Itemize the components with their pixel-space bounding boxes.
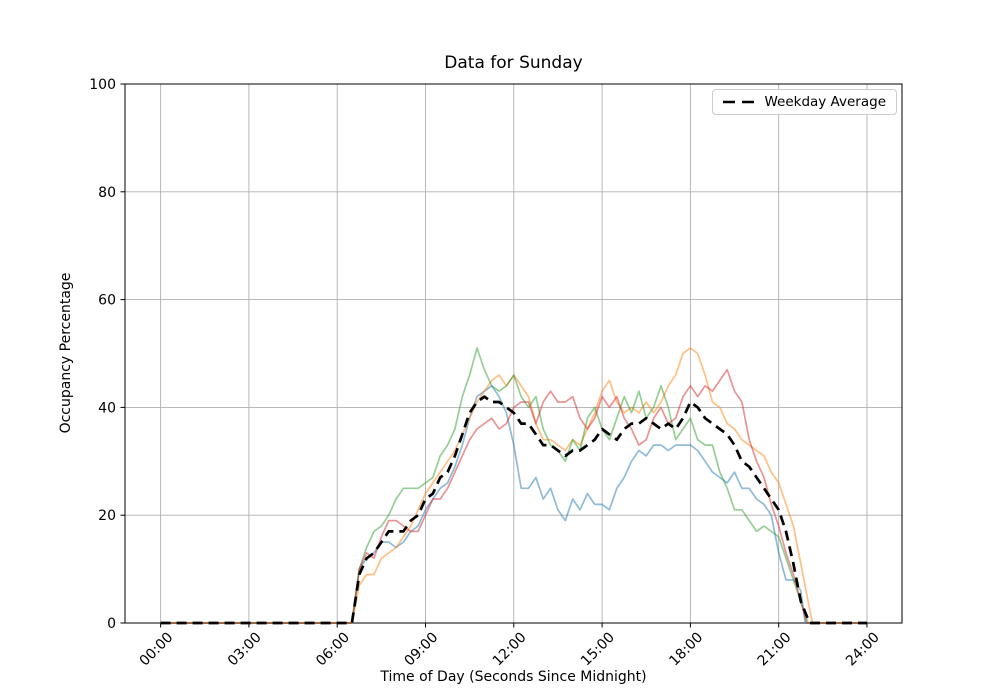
x-tick-label: 00:00 — [137, 630, 177, 670]
legend-dash-icon — [723, 100, 755, 104]
y-tick-label: 20 — [98, 508, 116, 524]
chart-title: Data for Sunday — [444, 53, 583, 73]
x-tick-label: 15:00 — [578, 630, 618, 670]
x-tick-label: 06:00 — [313, 630, 353, 670]
series-line-sunday-blue — [160, 384, 867, 624]
y-tick-label: 40 — [98, 400, 116, 416]
x-tick-label: 12:00 — [490, 630, 530, 670]
legend-label: Weekday Average — [764, 94, 886, 110]
legend: Weekday Average — [712, 89, 897, 115]
y-tick-label: 80 — [98, 185, 116, 201]
y-axis-label: Occupancy Percentage — [58, 272, 74, 434]
x-tick-label: 21:00 — [755, 630, 795, 670]
y-tick-label: 60 — [98, 293, 116, 309]
series-line-sunday-red — [160, 368, 867, 624]
x-tick-label: 03:00 — [225, 630, 265, 670]
x-axis-label: Time of Day (Seconds Since Midnight) — [380, 669, 647, 685]
x-tick-label: 24:00 — [843, 630, 883, 670]
y-tick-label: 100 — [89, 77, 116, 93]
x-tick-label: 18:00 — [666, 630, 706, 670]
x-tick-label: 09:00 — [401, 630, 441, 670]
y-tick-label: 0 — [107, 616, 116, 632]
series-line-weekday-average — [160, 395, 867, 625]
